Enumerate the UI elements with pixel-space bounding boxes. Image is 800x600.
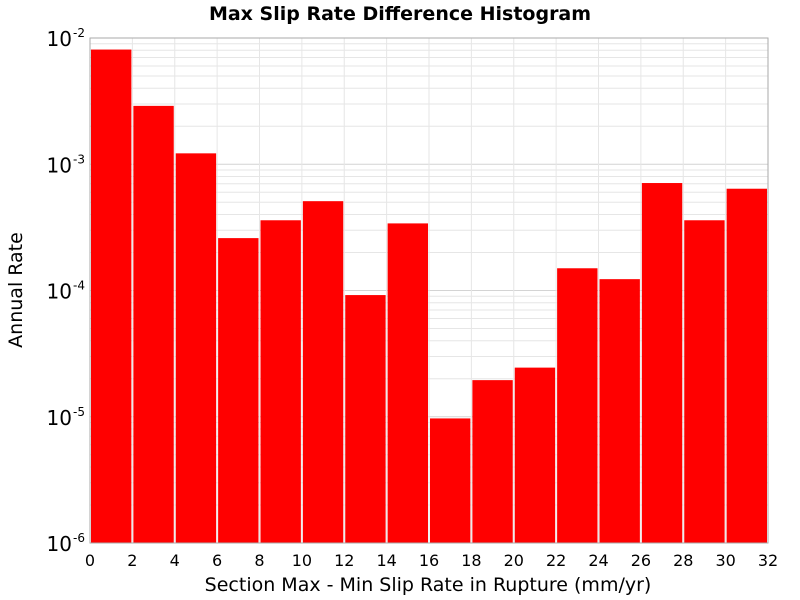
y-tick-exponent: -2 [73, 26, 85, 40]
y-tick-exponent: -5 [73, 405, 85, 419]
x-axis-label: Section Max - Min Slip Rate in Rupture (… [205, 574, 652, 596]
x-tick-label: 20 [504, 551, 524, 570]
x-tick-label: 12 [334, 551, 354, 570]
histogram-bar [387, 223, 428, 543]
x-tick-label: 16 [419, 551, 439, 570]
y-tick-label: 10 [47, 153, 72, 177]
y-tick: 10 -4 [47, 279, 85, 304]
histogram-bar [726, 188, 767, 543]
y-tick: 10 -3 [47, 152, 85, 177]
y-tick-label: 10 [47, 27, 72, 51]
x-tick-label: 14 [376, 551, 396, 570]
x-tick-label: 6 [212, 551, 222, 570]
chart-title: Max Slip Rate Difference Histogram [209, 3, 591, 25]
histogram-bar [133, 105, 174, 543]
histogram-bar [345, 295, 386, 543]
y-tick-label: 10 [47, 280, 72, 304]
x-tick-label: 26 [631, 551, 651, 570]
y-tick-exponent: -6 [73, 531, 85, 545]
histogram-bar [599, 279, 640, 543]
y-tick-exponent: -3 [73, 152, 85, 166]
x-tick-label: 28 [673, 551, 693, 570]
x-tick-label: 30 [715, 551, 735, 570]
y-tick-exponent: -4 [73, 279, 85, 293]
x-tick-label: 32 [758, 551, 778, 570]
histogram-bar [557, 268, 598, 543]
y-tick: 10 -2 [47, 26, 85, 51]
x-tick-label: 24 [588, 551, 608, 570]
x-tick-label: 8 [254, 551, 264, 570]
y-axis-label: Annual Rate [5, 232, 27, 348]
histogram-bar [514, 367, 556, 543]
histogram-bar [175, 153, 217, 543]
histogram-bar [472, 380, 513, 543]
x-tick-label: 0 [85, 551, 95, 570]
histogram-bar [91, 49, 132, 543]
histogram-bar [430, 418, 471, 543]
histogram-bar [218, 238, 259, 543]
x-tick-label: 22 [546, 551, 566, 570]
x-axis-ticks: 0 2 4 6 8 10 12 14 16 18 20 22 24 26 28 30 32 [85, 551, 778, 570]
histogram-bar [641, 183, 683, 544]
histogram-bar [684, 220, 725, 543]
histogram-bar [302, 201, 344, 544]
x-tick-label: 2 [127, 551, 137, 570]
x-tick-label: 10 [292, 551, 312, 570]
histogram-bar [260, 220, 301, 543]
y-tick: 10 -5 [47, 405, 85, 430]
x-tick-label: 18 [461, 551, 481, 570]
y-tick-label: 10 [47, 532, 72, 556]
plot-frame [89, 37, 769, 544]
x-tick-label: 4 [170, 551, 180, 570]
y-tick: 10 -6 [47, 531, 85, 556]
bars [91, 49, 767, 544]
y-tick-label: 10 [47, 406, 72, 430]
y-axis-ticks: 10-610-510-410-310-2 [47, 26, 85, 556]
